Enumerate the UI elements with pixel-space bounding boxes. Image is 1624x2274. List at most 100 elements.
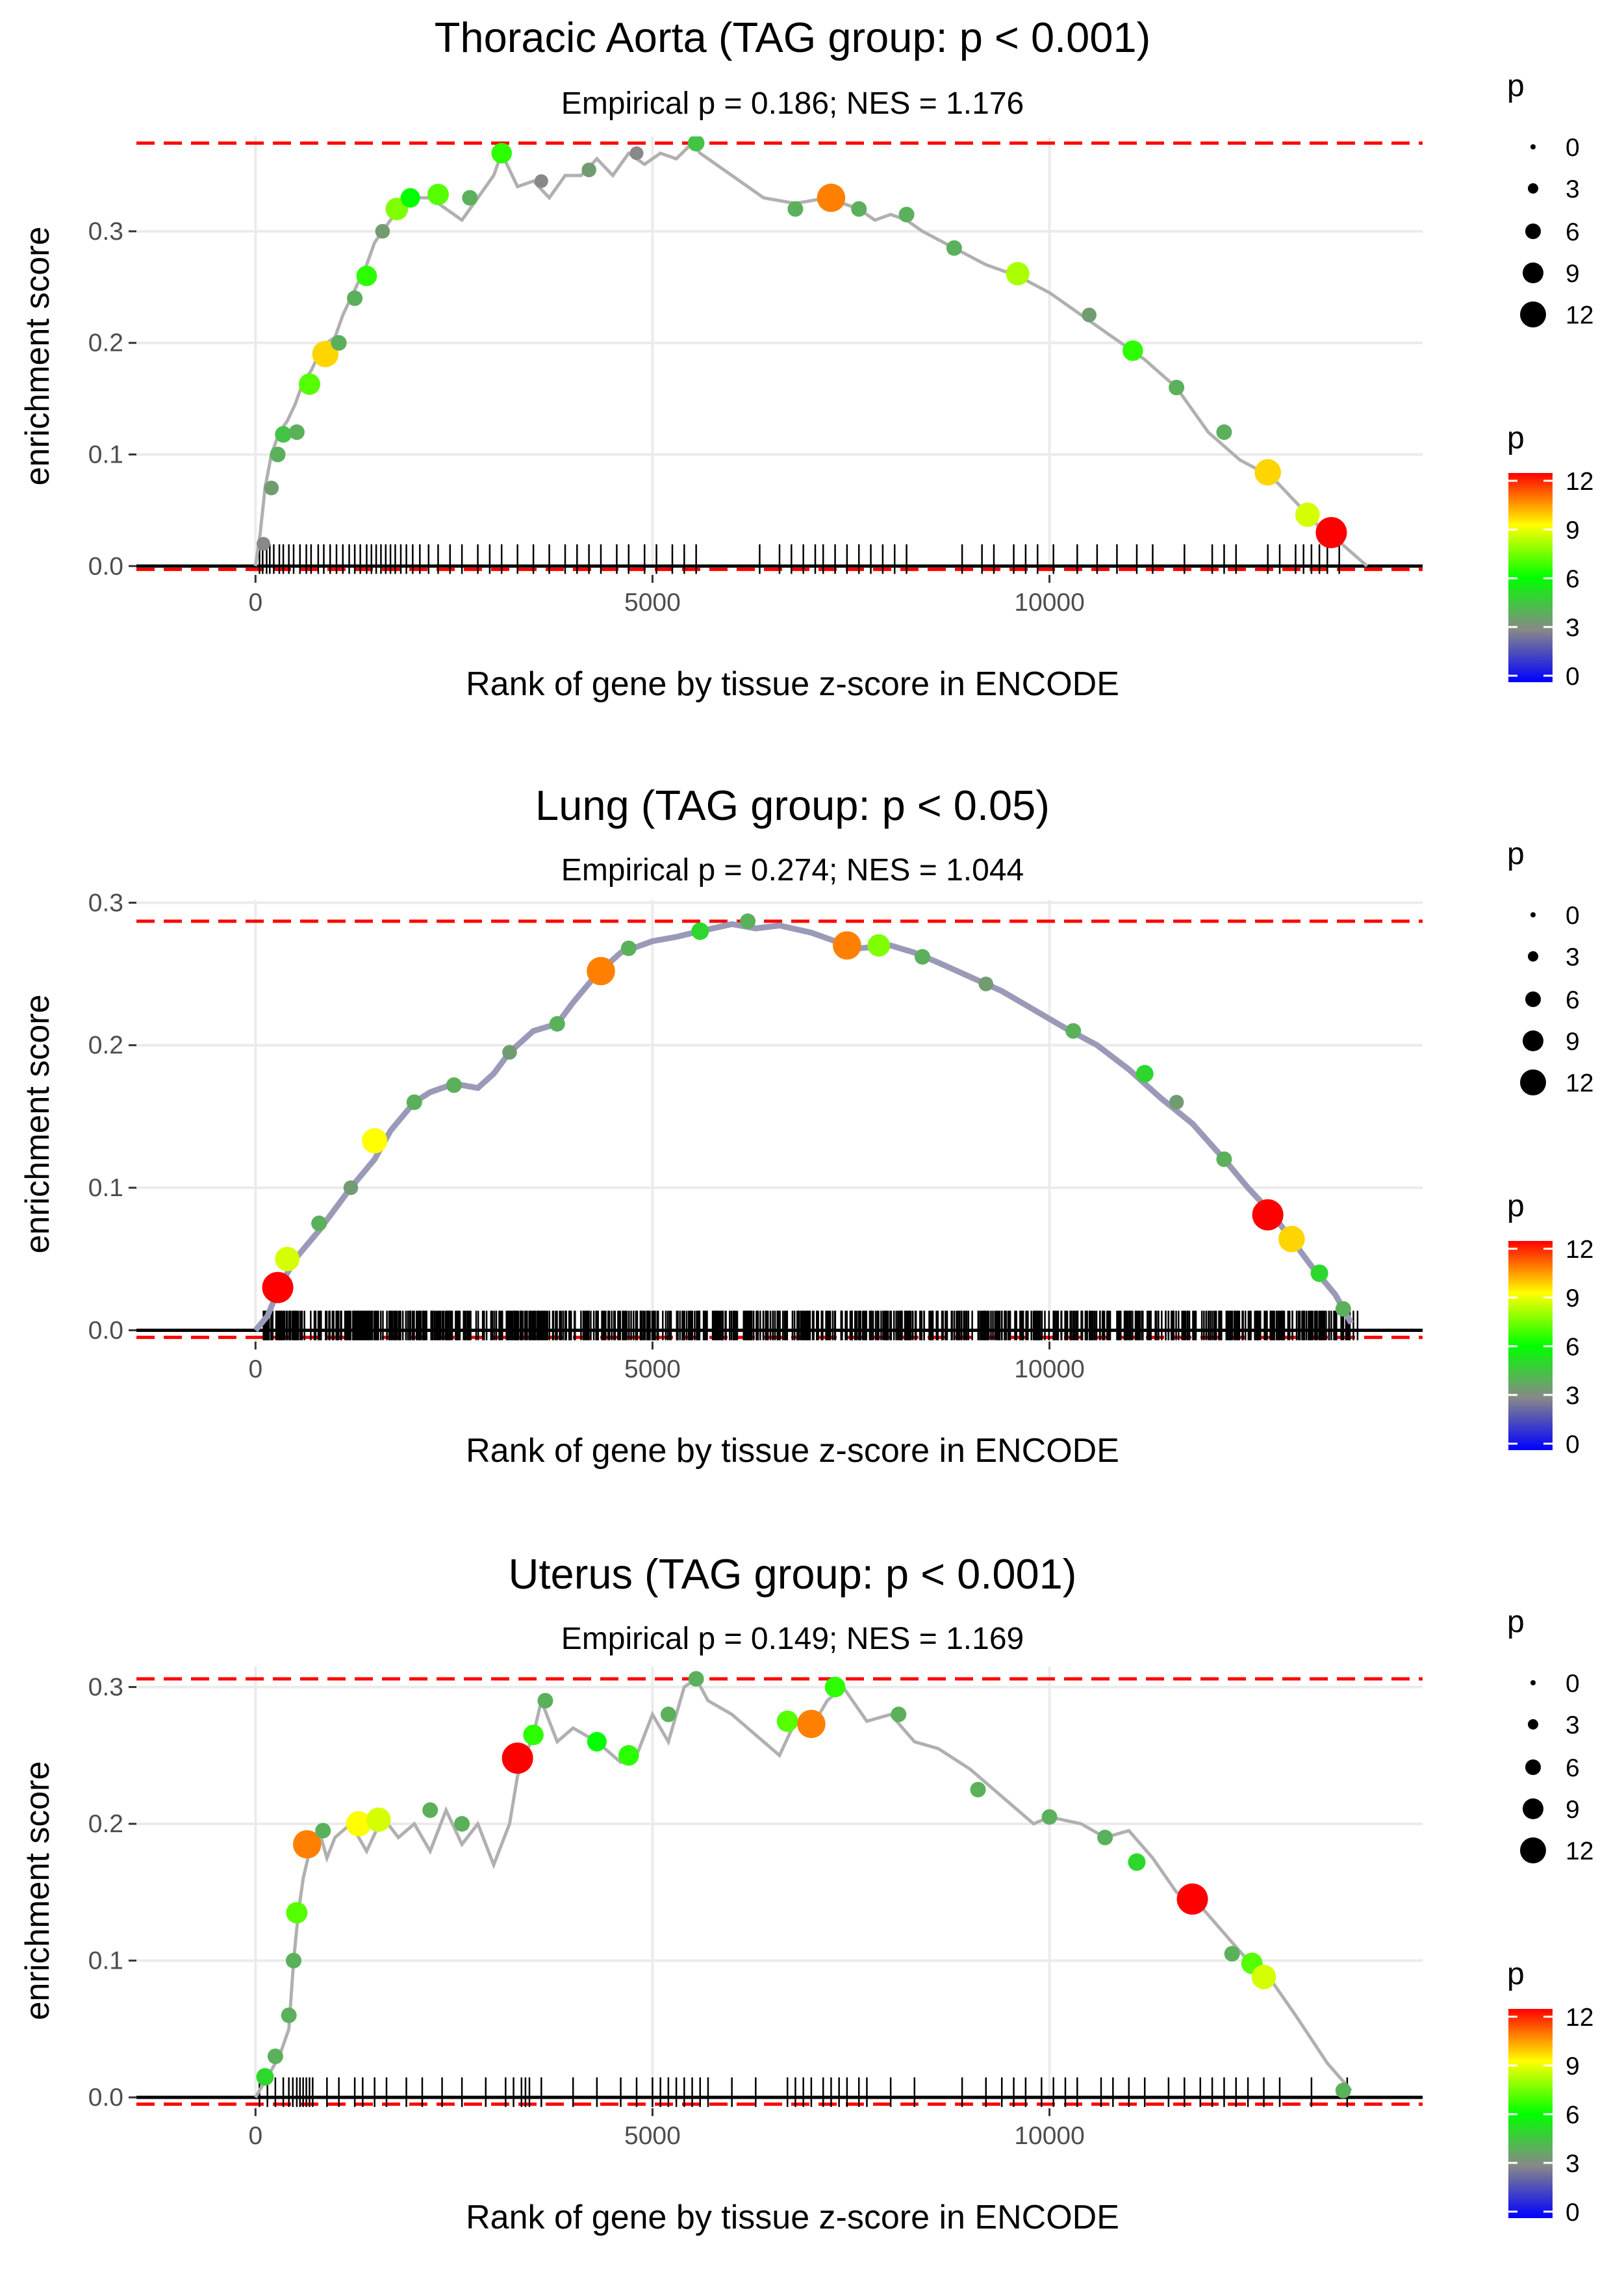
y-axis-ticks: 0.0 0.1 0.2 0.3	[88, 218, 136, 580]
size-key-12	[1520, 301, 1546, 327]
hit-point	[1006, 262, 1030, 286]
color-label: 0	[1566, 1431, 1580, 1459]
hit-point	[462, 190, 478, 206]
x-tick-label: 0	[248, 2122, 262, 2150]
hit-point	[915, 949, 930, 965]
x-axis-title: Rank of gene by tissue z-score in ENCODE	[466, 2199, 1119, 2236]
color-label: 9	[1566, 2052, 1580, 2080]
hit-point	[587, 1731, 607, 1752]
hit-point	[256, 2068, 274, 2086]
hit-points	[262, 913, 1351, 1317]
color-legend: p 12 9 6 3 0	[1507, 1189, 1593, 1459]
size-key-0	[1530, 912, 1536, 917]
size-key-9	[1523, 262, 1543, 283]
y-axis-ticks: 0.0 0.1 0.2 0.3	[88, 889, 136, 1344]
size-label: 3	[1566, 175, 1580, 203]
hit-point	[312, 340, 339, 368]
hit-point	[534, 174, 548, 188]
hit-point	[1097, 1830, 1113, 1846]
hit-point	[549, 1016, 565, 1032]
color-label: 12	[1566, 1236, 1593, 1264]
color-legend-title: p	[1507, 1957, 1525, 1991]
hit-point	[1123, 340, 1143, 361]
panel-title: Uterus (TAG group: p < 0.001)	[509, 1550, 1077, 1598]
hit-point	[817, 183, 846, 212]
hit-point	[660, 1706, 676, 1722]
rug-marks	[262, 1310, 1359, 1340]
hit-point	[264, 480, 279, 496]
color-label: 3	[1566, 614, 1580, 642]
y-tick-label: 0.0	[88, 552, 123, 580]
hit-point	[454, 1816, 470, 1832]
color-legend: p 12 9 6 3 0	[1507, 1957, 1593, 2227]
hit-point	[537, 1693, 553, 1709]
y-tick-label: 0.0	[88, 2084, 123, 2112]
hit-point	[898, 207, 915, 223]
hit-point	[946, 240, 962, 256]
x-tick-label: 5000	[624, 2122, 681, 2150]
plot-area	[136, 136, 1423, 575]
size-legend: p 0 3 6 9 12	[1507, 837, 1593, 1097]
hit-point	[1216, 424, 1232, 441]
hit-point	[1295, 502, 1320, 528]
size-key-6	[1525, 1759, 1541, 1775]
hit-point	[422, 1802, 438, 1819]
size-key-3	[1528, 951, 1538, 962]
hit-point	[366, 1807, 391, 1832]
panel-subtitle: Empirical p = 0.274; NES = 1.044	[561, 853, 1024, 888]
y-tick-label: 0.2	[88, 1810, 123, 1838]
hit-point	[797, 1709, 826, 1739]
size-legend-title: p	[1507, 1605, 1525, 1639]
panel-thoracic-aorta: Thoracic Aorta (TAG group: p < 0.001) Em…	[19, 14, 1593, 703]
y-axis-title: enrichment score	[19, 227, 57, 486]
hit-point	[1041, 1809, 1058, 1825]
hit-point	[362, 1128, 388, 1154]
y-axis-ticks: 0.0 0.1 0.2 0.3	[88, 1674, 136, 2112]
hit-point	[286, 1952, 301, 1969]
hit-point	[587, 956, 615, 986]
hit-point	[331, 335, 347, 351]
color-bar-ticks	[1508, 479, 1553, 677]
hit-point	[346, 1811, 372, 1837]
size-key-3	[1528, 183, 1538, 194]
hit-point	[343, 1180, 359, 1195]
size-label: 0	[1566, 134, 1580, 162]
color-label: 9	[1566, 517, 1580, 544]
hit-points	[256, 1670, 1351, 2099]
panel-subtitle: Empirical p = 0.186; NES = 1.176	[561, 86, 1024, 121]
x-tick-label: 10000	[1014, 1355, 1084, 1383]
x-tick-label: 5000	[624, 589, 681, 617]
panel-title: Lung (TAG group: p < 0.05)	[535, 782, 1050, 829]
hit-point	[1224, 1946, 1240, 1962]
x-tick-label: 0	[248, 1355, 262, 1383]
hit-point	[581, 162, 596, 177]
y-tick-label: 0.3	[88, 889, 123, 917]
size-label: 12	[1566, 1069, 1593, 1097]
color-legend-title: p	[1507, 1189, 1525, 1223]
color-bar-ticks	[1508, 2015, 1553, 2213]
size-key-6	[1525, 991, 1541, 1007]
size-key-9	[1523, 1798, 1543, 1819]
color-legend: p 12 9 6 3 0	[1507, 421, 1593, 691]
y-tick-label: 0.3	[88, 218, 123, 246]
es-curve	[254, 1676, 1352, 2099]
hit-point	[1169, 379, 1185, 396]
hit-point	[970, 1782, 986, 1798]
size-label: 0	[1566, 902, 1580, 930]
hit-point	[315, 1822, 331, 1839]
size-label: 3	[1566, 943, 1580, 971]
x-axis-ticks: 0 5000 10000	[248, 1342, 1085, 1383]
gridlines	[136, 1667, 1423, 2108]
hit-point	[891, 1706, 907, 1722]
hit-point	[691, 922, 709, 940]
hit-point	[502, 1045, 517, 1060]
color-legend-title: p	[1507, 421, 1525, 455]
x-tick-label: 5000	[624, 1355, 681, 1383]
hit-point	[311, 1215, 327, 1231]
hit-point	[446, 1077, 462, 1093]
size-label: 6	[1566, 1754, 1580, 1782]
x-tick-label: 0	[248, 589, 262, 617]
hit-point	[618, 1745, 639, 1766]
color-label: 3	[1566, 1382, 1580, 1410]
hit-point	[1136, 1065, 1154, 1083]
